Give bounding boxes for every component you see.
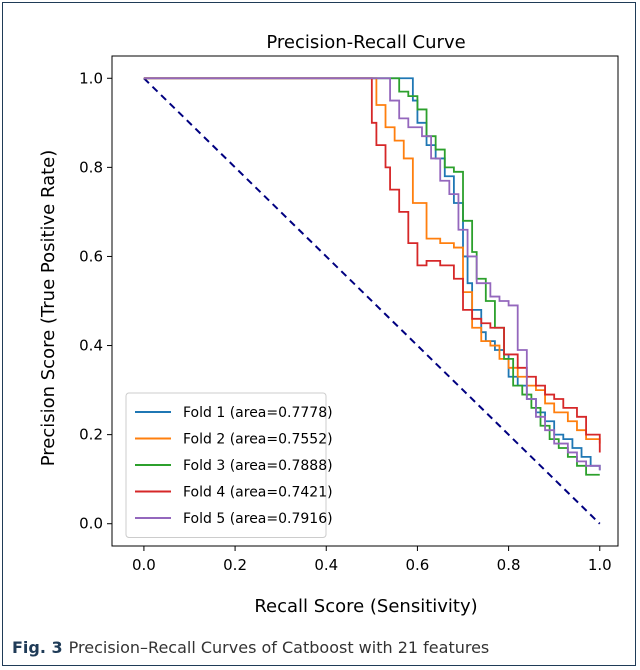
y-axis-label: Precision Score (True Positive Rate) <box>38 150 59 467</box>
y-tick-label: 1.0 <box>79 69 103 87</box>
series-line-fold-5 <box>143 77 601 471</box>
series-line-fold-3 <box>143 77 600 476</box>
legend-label-fold-3: Fold 3 (area=0.7888) <box>183 458 333 474</box>
x-tick-label: 0.2 <box>223 556 247 574</box>
diagonal-baseline <box>143 77 601 525</box>
figure-caption: Fig. 3 Precision–Recall Curves of Catboos… <box>12 638 624 668</box>
y-tick-label: 0.2 <box>79 426 103 444</box>
legend-label-fold-4: Fold 4 (area=0.7421) <box>183 485 333 501</box>
x-tick-label: 0.4 <box>314 556 338 574</box>
y-tick-label: 0.0 <box>79 515 103 533</box>
legend: Fold 1 (area=0.7778) Fold 2 (area=0.7552)… <box>125 392 333 538</box>
series-line-fold-2 <box>143 77 601 444</box>
y-tick-label: 0.4 <box>79 337 103 355</box>
chart-title: Precision-Recall Curve <box>266 32 465 53</box>
legend-box <box>125 392 327 538</box>
x-tick-label: 0.6 <box>405 556 429 574</box>
figure-label: Fig. 3 <box>12 638 63 657</box>
x-axis-label: Recall Score (Sensitivity) <box>254 596 477 617</box>
figure-caption-text: Precision–Recall Curves of Catboost with… <box>68 638 490 657</box>
x-tick-label: 1.0 <box>588 556 612 574</box>
legend-label-fold-1: Fold 1 (area=0.7778) <box>183 405 333 421</box>
y-tick-label: 0.6 <box>79 247 103 265</box>
x-tick-label: 0.0 <box>132 556 156 574</box>
x-tick-label: 0.8 <box>497 556 521 574</box>
y-tick-label: 0.8 <box>79 158 103 176</box>
legend-label-fold-5: Fold 5 (area=0.7916) <box>183 511 333 527</box>
precision-recall-chart: Precision-Recall Curve 0.0 0.2 0.4 0.6 0.8 1.… <box>38 32 619 617</box>
series-line-fold-4 <box>143 77 601 453</box>
legend-label-fold-2: Fold 2 (area=0.7552) <box>183 432 333 448</box>
